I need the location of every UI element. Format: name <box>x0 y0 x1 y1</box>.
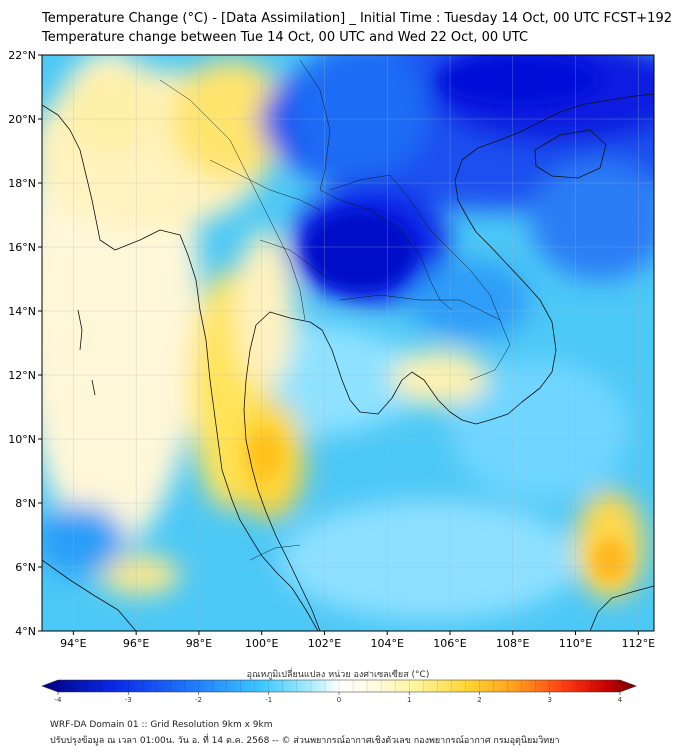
colorbar-ticks: -4 -3 -2 -1 0 1 2 3 4 <box>55 680 623 704</box>
lon-tick-label: 108°E <box>496 637 529 650</box>
colorbar-tick-label: 0 <box>337 696 341 704</box>
lat-tick-label: 22°N <box>8 49 36 62</box>
lon-tick-label: 104°E <box>371 637 404 650</box>
lat-tick-label: 16°N <box>8 241 36 254</box>
country-borders <box>159 59 511 561</box>
colorbar-tick-label: 2 <box>477 696 481 704</box>
lon-tick-label: 100°E <box>245 637 278 650</box>
lat-tick-label: 4°N <box>15 625 36 638</box>
colorbar-tick-label: -2 <box>195 696 202 704</box>
colorbar-tick-label: 3 <box>548 696 552 704</box>
lat-tick-label: 14°N <box>8 305 36 318</box>
colorbar-tick-label: -4 <box>55 696 63 704</box>
map-title: Temperature Change (°C) - [Data Assimila… <box>42 11 672 26</box>
map-frame <box>41 54 655 632</box>
colorbar-tick-label: -3 <box>125 696 132 704</box>
lat-tick-label: 6°N <box>15 561 36 574</box>
temperature-field <box>42 55 654 631</box>
colorbar-tick-label: -1 <box>265 696 272 704</box>
lon-tick-label: 102°E <box>308 637 341 650</box>
footer-model-info: WRF-DA Domain 01 :: Grid Resolution 9km … <box>50 720 273 730</box>
colorbar: -4 -3 -2 -1 0 1 2 3 4 <box>41 679 637 704</box>
lon-tick-label: 94°E <box>60 637 86 650</box>
coastlines <box>42 93 654 631</box>
lon-tick-label: 96°E <box>123 637 149 650</box>
lon-tick-label: 112°E <box>622 637 655 650</box>
latitude-axis: 22°N 20°N 18°N 16°N 14°N 12°N 10°N 8°N 6°N 4°N <box>8 49 42 638</box>
lat-tick-label: 10°N <box>8 433 36 446</box>
colorbar-tick-label: 1 <box>407 696 411 704</box>
footer-credit: ปรับปรุงข้อมูล ณ เวลา 01:00น. วัน อ. ที่… <box>50 736 560 746</box>
lon-tick-label: 106°E <box>433 637 466 650</box>
longitude-axis: 94°E 96°E 98°E 100°E 102°E 104°E 106°E 108°E 110… <box>60 631 655 650</box>
colorbar-tick-label: 4 <box>618 696 623 704</box>
lat-tick-label: 18°N <box>8 177 36 190</box>
lat-tick-label: 12°N <box>8 369 36 382</box>
lat-tick-label: 20°N <box>8 113 36 126</box>
lon-tick-label: 110°E <box>559 637 592 650</box>
lon-tick-label: 98°E <box>186 637 212 650</box>
colorbar-label: อุณหภูมิเปลี่ยนแปลง หน่วย องศาเซลเซียส (… <box>246 670 430 680</box>
map-subtitle: Temperature change between Tue 14 Oct, 0… <box>42 30 529 45</box>
lat-tick-label: 8°N <box>15 497 36 510</box>
